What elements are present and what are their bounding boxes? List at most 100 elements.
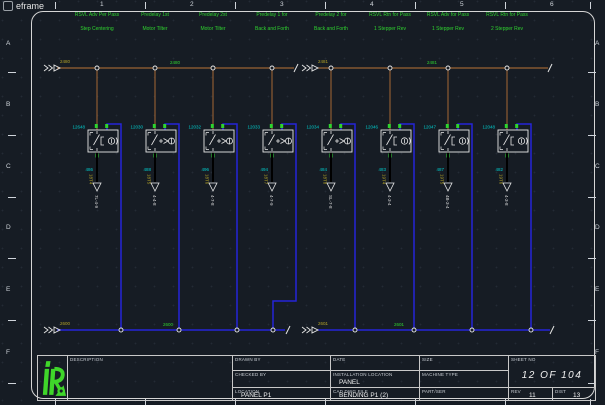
- ruler-tick: [588, 135, 596, 136]
- location-value: PANEL P1: [241, 392, 272, 399]
- bus-wire-number: 2481: [427, 60, 438, 65]
- date-cell: DATE: [330, 355, 420, 371]
- linkage-marks-icon: [499, 132, 503, 150]
- junction-node: [270, 327, 276, 333]
- ruler-tick: [325, 399, 326, 405]
- column-header-line2: Back and Forth: [255, 26, 289, 32]
- terminal-number: 496: [201, 167, 209, 172]
- junction-node: [352, 327, 358, 333]
- terminal-mark: [280, 124, 284, 128]
- device-tag: 19T6: [499, 174, 504, 185]
- window-titlebar: eframe: [3, 0, 44, 11]
- ruler-tick: [55, 2, 56, 9]
- connector-id: 4-3-8: [504, 195, 509, 206]
- terminal-number: 484: [319, 167, 327, 172]
- rev-cell: REV 11: [508, 387, 553, 401]
- column-header-line1: Predelay 1st: [141, 12, 169, 18]
- ruler-tick: [235, 399, 236, 405]
- machine-type-label: MACHINE TYPE: [422, 372, 459, 377]
- wire-number: 12046: [365, 125, 378, 130]
- return-wire: [340, 123, 356, 330]
- app-icon: [3, 0, 13, 11]
- connector-plug-icon: [150, 182, 160, 192]
- column-header: Predelay 2 for Back and Forth: [302, 12, 360, 33]
- wire-number: 12033: [247, 125, 260, 130]
- device-box: [497, 129, 529, 153]
- ruler-column-number: 2: [190, 1, 194, 8]
- ruler-tick: [505, 399, 506, 405]
- solenoid-symbol-icon: [458, 137, 467, 145]
- connector-plug-icon: [502, 182, 512, 192]
- sheet-border: [31, 11, 595, 399]
- sheet-no-value: 12 OF 104: [521, 370, 583, 381]
- linkage-marks-icon: [440, 132, 444, 150]
- machine-type-cell: MACHINE TYPE: [419, 370, 509, 388]
- branch-4: 12033 494 18T7 4-7-9: [247, 68, 297, 330]
- terminal-mark: [221, 124, 225, 128]
- terminal-mark: [456, 124, 460, 128]
- ruler-tick: [505, 2, 506, 9]
- flow-valve-symbol-icon: [217, 138, 227, 144]
- junction-node: [176, 327, 182, 333]
- ruler-row-letter: D: [6, 224, 11, 231]
- wire-break-slash: [293, 63, 299, 73]
- terminal-mark: [504, 124, 508, 128]
- dist-value: 13: [573, 392, 581, 399]
- wire-continuation-arrow-icon: [301, 64, 312, 72]
- drawn-by-cell: DRAWN BY: [232, 355, 331, 371]
- terminal-mark: [152, 124, 156, 128]
- column-header: Predelay 1st Motor Tilter: [126, 12, 184, 33]
- linkage-marks-icon: [205, 132, 209, 150]
- return-wire: [516, 123, 532, 330]
- checked-by-label: CHECKED BY: [235, 372, 267, 377]
- junction-node: [445, 65, 451, 71]
- column-header-line1: RSVL Rtn for Pass: [486, 12, 528, 18]
- junction-node: [94, 65, 100, 71]
- ruler-column-number: 1: [100, 1, 104, 8]
- column-header-line1: Predelay 2st: [199, 12, 227, 18]
- linkage-marks-icon: [382, 132, 386, 150]
- terminal-mark: [328, 124, 332, 128]
- bus-tag: 2481: [318, 59, 329, 64]
- device-box: [438, 129, 470, 153]
- bus-wire-number: 2600: [163, 322, 174, 327]
- branch-8: 12048 482 19T6 4-3-8: [482, 68, 532, 330]
- column-header: Predelay 2st Motor Tilter: [184, 12, 242, 33]
- location-cell: LOCATION PANEL P1: [232, 387, 331, 401]
- device-box: [380, 129, 412, 153]
- wire-continuation-arrow-icon: [53, 64, 62, 72]
- linkage-marks-icon: [264, 132, 268, 150]
- junction-node: [528, 327, 534, 333]
- ruler-row-letter: F: [595, 349, 599, 356]
- ruler-tick: [8, 320, 16, 321]
- connector-id: 4-7-8: [210, 195, 215, 206]
- column-header-line2: Step Centering: [80, 26, 114, 32]
- device-tag: 18T7: [264, 174, 269, 185]
- contact-symbol-icon: [503, 131, 510, 151]
- column-header-line1: RSVL Adv for Pass: [426, 12, 470, 18]
- bus-tag: 2600: [60, 321, 71, 326]
- wire-number: 12648: [72, 125, 85, 130]
- terminal-number: 482: [495, 167, 503, 172]
- device-box: [87, 129, 119, 153]
- description-cell: DESCRIPTION: [67, 355, 233, 401]
- logo-cell: [37, 355, 68, 401]
- description-label: DESCRIPTION: [70, 357, 103, 362]
- solenoid-symbol-icon: [400, 137, 409, 145]
- ruler-column-number: 5: [460, 1, 464, 8]
- solenoid-symbol-icon: [393, 136, 397, 146]
- ruler-row-letter: C: [6, 163, 11, 170]
- terminal-number: 486: [85, 167, 93, 172]
- installation-location-value: PANEL: [339, 379, 360, 386]
- dist-label: DIST: [555, 389, 567, 394]
- ruler-tick: [590, 2, 591, 9]
- wire-continuation-arrow-icon: [301, 326, 312, 334]
- branch-2: 12030 488 18T5 4-4-8: [130, 68, 180, 330]
- bus-tag: 2480: [60, 59, 71, 64]
- ruler-row-letter: B: [595, 101, 600, 108]
- ruler-tick: [8, 383, 16, 384]
- connector-plug-icon: [326, 182, 336, 192]
- wire-continuation-arrow-icon: [311, 64, 320, 72]
- terminal-number: 483: [378, 167, 386, 172]
